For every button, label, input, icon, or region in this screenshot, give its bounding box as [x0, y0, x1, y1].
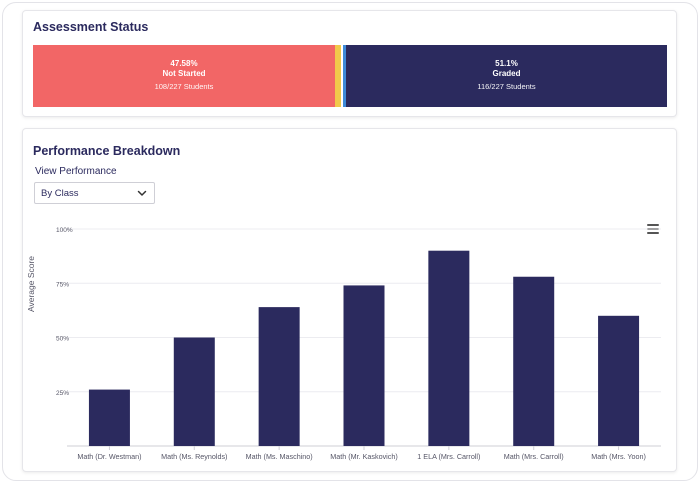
status-segment-not-started[interactable]: 47.58% Not Started 108/227 Students — [33, 45, 335, 107]
chevron-down-icon — [137, 190, 147, 196]
status-segment-text: 47.58% Not Started 108/227 Students — [33, 59, 335, 92]
performance-bar-chart: 25% 50% 75% 100% Math (Dr. Westman) Math (Ms.… — [56, 227, 661, 461]
bar[interactable] — [258, 307, 300, 446]
x-tick-label: Math (Ms. Maschino) — [246, 452, 313, 461]
assessment-status-title: Assessment Status — [33, 20, 149, 34]
bar[interactable] — [343, 285, 385, 446]
x-tick-label: Math (Mr. Kaskovich) — [330, 452, 398, 461]
status-segment-text: 51.1% Graded 116/227 Students — [346, 59, 667, 92]
x-tick-label: Math (Ms. Reynolds) — [161, 452, 227, 461]
x-tick-label: Math (Dr. Westman) — [77, 452, 141, 461]
bar[interactable] — [598, 315, 640, 446]
performance-breakdown-title: Performance Breakdown — [33, 144, 181, 158]
dropdown-selected-value: By Class — [41, 188, 79, 199]
y-tick-label: 75% — [56, 281, 69, 288]
x-tick-label: 1 ELA (Mrs. Carroll) — [417, 452, 480, 461]
status-segment-yellow[interactable] — [335, 45, 341, 107]
bar[interactable] — [88, 389, 130, 446]
segment-percent: 51.1% — [495, 59, 518, 68]
x-tick-label: Math (Mrs. Carroll) — [504, 452, 564, 461]
y-tick-label: 100% — [56, 227, 73, 234]
view-performance-dropdown[interactable]: By Class — [34, 182, 155, 204]
status-segment-blue[interactable] — [343, 45, 346, 107]
segment-count: 108/227 Students — [154, 82, 214, 91]
y-tick-label: 25% — [56, 390, 69, 397]
performance-breakdown-card: Performance Breakdown View Performance B… — [22, 128, 677, 472]
segment-percent: 47.58% — [170, 59, 198, 68]
y-tick-label: 50% — [56, 336, 69, 343]
segment-name: Graded — [492, 69, 521, 78]
status-segment-graded[interactable]: 51.1% Graded 116/227 Students — [346, 45, 667, 107]
bar[interactable] — [173, 337, 215, 447]
segment-name: Not Started — [162, 69, 206, 78]
x-tick-label: Math (Mrs. Yoon) — [591, 452, 646, 461]
bar[interactable] — [513, 276, 555, 446]
bar[interactable] — [428, 250, 470, 446]
segment-count: 116/227 Students — [477, 82, 536, 91]
assessment-status-bar: 47.58% Not Started 108/227 Students 51.1% Gr… — [33, 45, 667, 107]
status-segment-white[interactable] — [341, 45, 343, 107]
view-performance-label: View Performance — [35, 166, 117, 177]
assessment-status-card: Assessment Status 47.58% Not Started 108/2… — [22, 10, 677, 117]
